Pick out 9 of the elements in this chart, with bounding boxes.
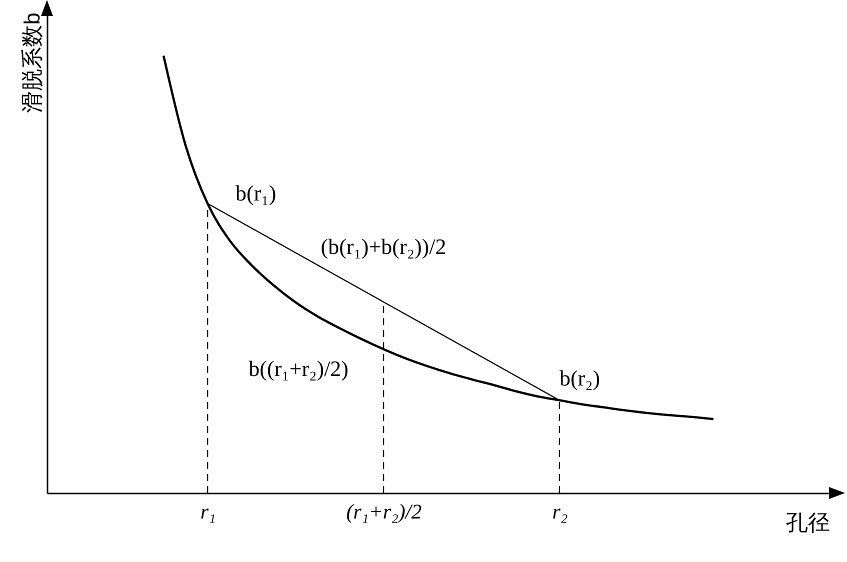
x-tick-label: r₁	[200, 500, 216, 524]
annotation: b((r₁+r₂)/2)	[248, 356, 349, 382]
x-axis-title: 孔径	[786, 510, 830, 535]
y-axis-title: 滑脱系数b	[20, 12, 44, 113]
x-tick-label: (r₁+r₂)/2	[346, 500, 422, 524]
annotation: (b(r₁)+b(r₂))/2	[320, 234, 446, 259]
x-tick-label: r₂	[552, 500, 568, 524]
annotation: b(r₁)	[236, 180, 276, 206]
annotation: b(r₂)	[559, 365, 600, 390]
